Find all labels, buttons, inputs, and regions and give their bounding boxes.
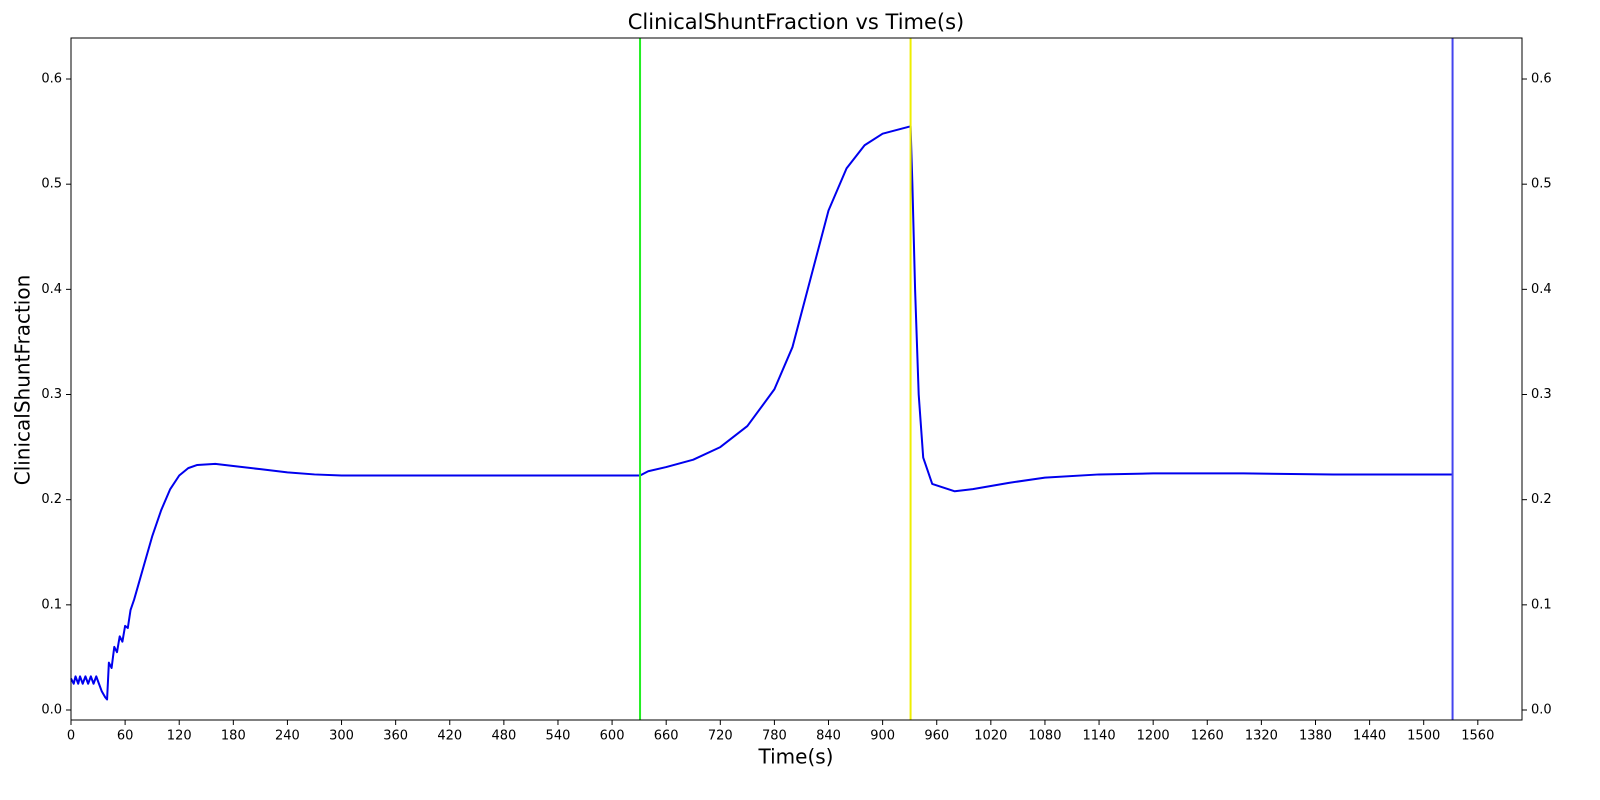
x-tick-label: 840 [816, 729, 841, 744]
y-tick-label: 0.0 [41, 703, 62, 718]
y-tick-label-right: 0.2 [1531, 492, 1552, 507]
x-tick-label: 1020 [974, 729, 1007, 744]
x-tick-label: 1080 [1028, 729, 1061, 744]
x-tick-label: 0 [67, 729, 75, 744]
x-tick-label: 420 [437, 729, 462, 744]
x-tick-label: 1200 [1137, 729, 1170, 744]
y-tick-label-right: 0.5 [1531, 177, 1552, 192]
y-tick-label: 0.5 [41, 177, 62, 192]
y-tick-label-right: 0.0 [1531, 703, 1552, 718]
y-axis-label: ClinicalShuntFraction [11, 275, 35, 486]
y-tick-label: 0.4 [41, 282, 62, 297]
y-tick-label-right: 0.6 [1531, 72, 1552, 87]
y-tick-label: 0.1 [41, 597, 62, 612]
x-tick-label: 900 [870, 729, 895, 744]
x-tick-label: 1140 [1083, 729, 1116, 744]
x-tick-label: 540 [546, 729, 571, 744]
chart-title: ClinicalShuntFraction vs Time(s) [628, 10, 964, 34]
x-tick-label: 1260 [1191, 729, 1224, 744]
x-tick-label: 60 [117, 729, 134, 744]
y-tick-label: 0.2 [41, 492, 62, 507]
y-tick-label: 0.6 [41, 72, 62, 87]
x-tick-label: 660 [654, 729, 679, 744]
x-tick-label: 1560 [1461, 729, 1494, 744]
x-tick-label: 960 [924, 729, 949, 744]
x-tick-label: 180 [221, 729, 246, 744]
x-tick-label: 720 [708, 729, 733, 744]
data-line [70, 125, 1453, 701]
x-axis-label: Time(s) [758, 745, 834, 769]
x-tick-label: 780 [762, 729, 787, 744]
y-tick-label-right: 0.1 [1531, 597, 1552, 612]
x-tick-label: 1500 [1407, 729, 1440, 744]
y-tick-label-right: 0.4 [1531, 282, 1552, 297]
y-tick-label: 0.3 [41, 387, 62, 402]
x-tick-label: 360 [383, 729, 408, 744]
x-tick-label: 600 [600, 729, 625, 744]
x-tick-label: 480 [491, 729, 516, 744]
x-tick-label: 300 [329, 729, 354, 744]
x-tick-label: 1380 [1299, 729, 1332, 744]
x-tick-label: 1440 [1353, 729, 1386, 744]
plot-frame [70, 37, 1523, 721]
y-tick-label-right: 0.3 [1531, 387, 1552, 402]
x-tick-label: 1320 [1245, 729, 1278, 744]
x-tick-label: 120 [167, 729, 192, 744]
x-tick-label: 240 [275, 729, 300, 744]
